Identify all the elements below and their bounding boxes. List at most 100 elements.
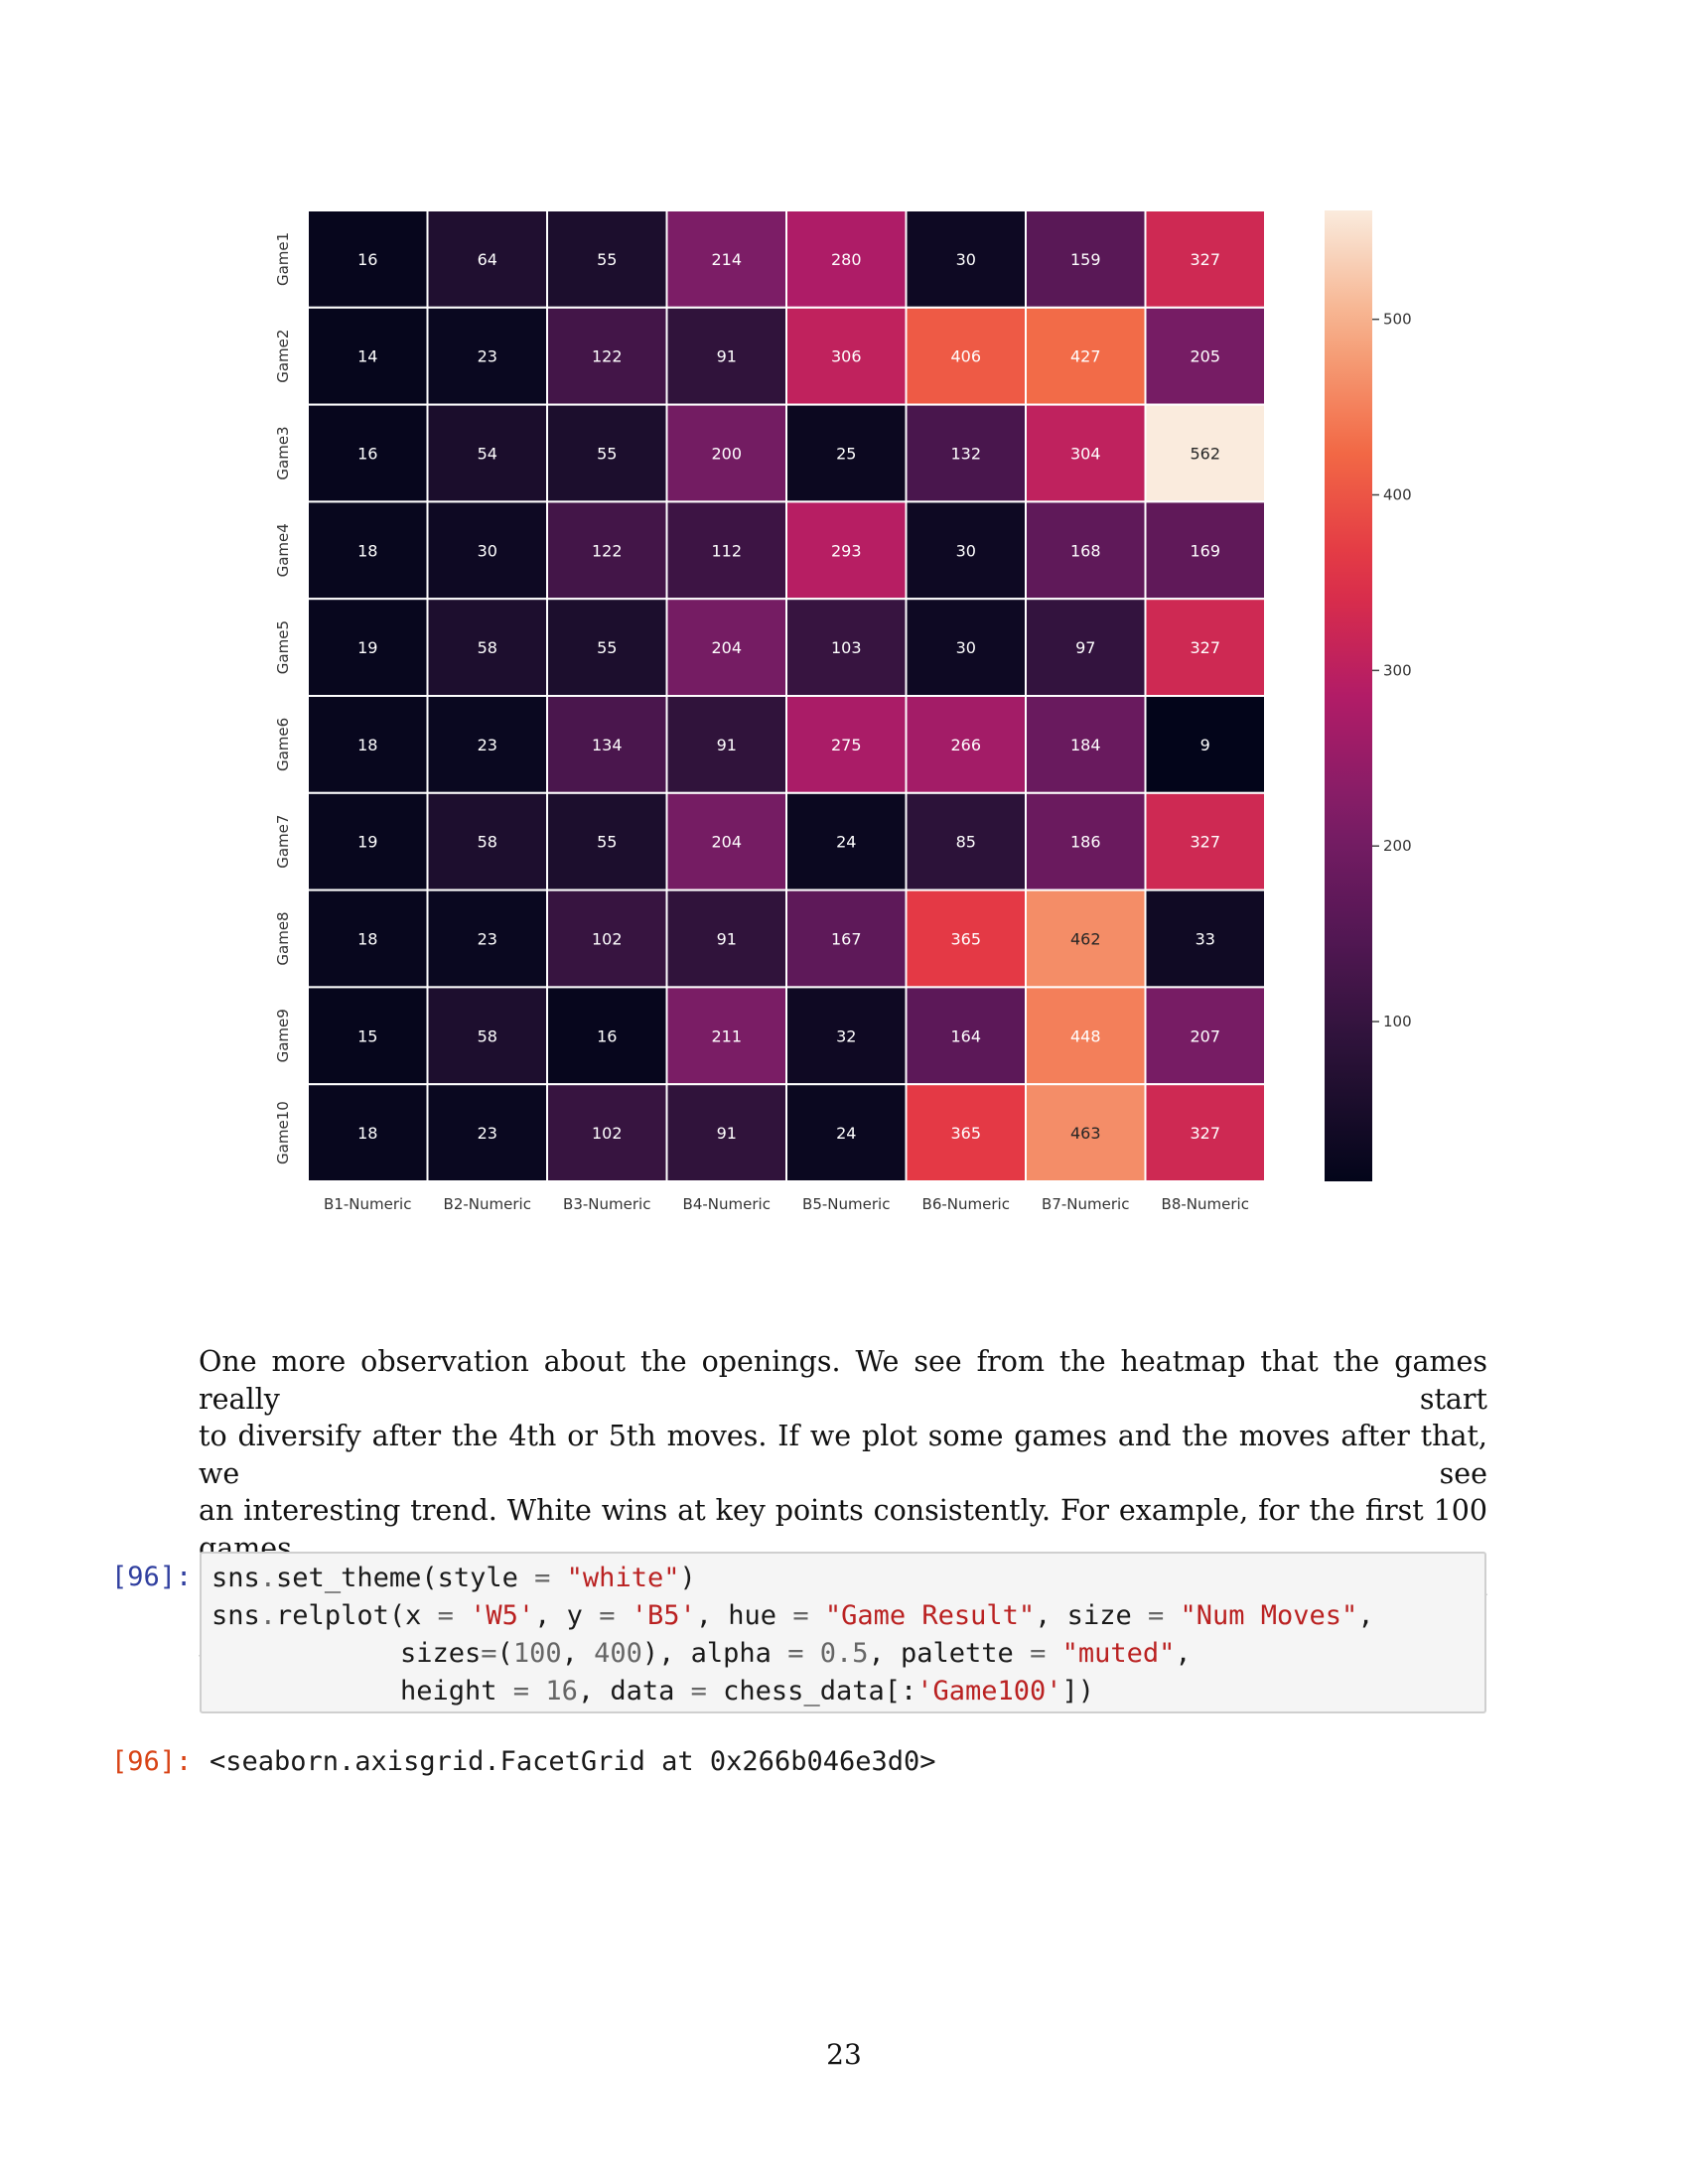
paragraph-line: to diversify after the 4th or 5th moves.… xyxy=(199,1418,1487,1492)
cell-value-label: 448 xyxy=(1070,1026,1101,1045)
cell-value-label: 306 xyxy=(831,347,862,366)
cell-value-label: 55 xyxy=(597,833,617,852)
colorbar-tick-label: 200 xyxy=(1383,837,1412,855)
cell-value-label: 85 xyxy=(956,833,976,852)
cell-value-label: 24 xyxy=(836,1124,856,1143)
cell-value-label: 9 xyxy=(1200,736,1210,754)
cell-value-label: 204 xyxy=(711,638,742,657)
cell-value-label: 275 xyxy=(831,736,862,754)
cell-value-label: 58 xyxy=(478,638,497,657)
column-label: B8-Numeric xyxy=(1162,1195,1249,1213)
row-label: Game9 xyxy=(274,1009,292,1062)
cell-value-label: 122 xyxy=(592,541,623,560)
output-prompt: [96]: xyxy=(111,1743,192,1781)
code-line: height = 16, data = chess_data[:'Game100… xyxy=(400,1673,1094,1710)
cell-value-label: 23 xyxy=(478,930,497,949)
column-labels: B1-Numeric B2-Numeric B3-Numeric B4-Numeric… xyxy=(324,1195,1249,1213)
column-label: B6-Numeric xyxy=(922,1195,1010,1213)
cell-value-label: 122 xyxy=(592,347,623,366)
cell-value-label: 18 xyxy=(357,930,377,949)
cell-value-label: 102 xyxy=(592,1124,623,1143)
row-label: Game4 xyxy=(274,523,292,577)
cell-value-label: 97 xyxy=(1075,638,1095,657)
cell-value-label: 55 xyxy=(597,250,617,269)
cell-value-label: 132 xyxy=(950,445,981,464)
cell-value-label: 55 xyxy=(597,638,617,657)
cell-value-label: 168 xyxy=(1070,541,1101,560)
colorbar-tick-label: 100 xyxy=(1383,1013,1412,1030)
cell-value-label: 32 xyxy=(836,1026,856,1045)
cell-value-label: 200 xyxy=(711,445,742,464)
cell-value-label: 463 xyxy=(1070,1124,1101,1143)
row-label: Game10 xyxy=(274,1101,292,1164)
colorbar-tick-label: 500 xyxy=(1383,311,1412,329)
cell-value-label: 134 xyxy=(592,736,623,754)
column-label: B5-Numeric xyxy=(802,1195,890,1213)
row-label: Game7 xyxy=(274,815,292,869)
row-label: Game5 xyxy=(274,620,292,674)
row-label: Game3 xyxy=(274,426,292,479)
column-label: B3-Numeric xyxy=(563,1195,650,1213)
cell-value-label: 102 xyxy=(592,930,623,949)
cell-value-label: 19 xyxy=(357,833,377,852)
cell-value-label: 91 xyxy=(717,1124,737,1143)
cell-value-label: 103 xyxy=(831,638,862,657)
row-label: Game1 xyxy=(274,232,292,286)
colorbar-tick-label: 300 xyxy=(1383,661,1412,679)
row-label: Game2 xyxy=(274,330,292,383)
cell-value-label: 327 xyxy=(1190,638,1220,657)
cell-value-label: 91 xyxy=(717,930,737,949)
column-label: B4-Numeric xyxy=(683,1195,771,1213)
code-line: sizes=(100, 400), alpha = 0.5, palette =… xyxy=(400,1635,1192,1673)
cell-value-label: 365 xyxy=(950,930,981,949)
cell-value-label: 112 xyxy=(711,541,742,560)
cell-value-label: 18 xyxy=(357,1124,377,1143)
cell-value-label: 16 xyxy=(357,250,377,269)
cell-value-label: 19 xyxy=(357,638,377,657)
cell-value-label: 562 xyxy=(1190,445,1220,464)
cell-value-label: 293 xyxy=(831,541,862,560)
cell-value-label: 186 xyxy=(1070,833,1101,852)
cell-value-label: 55 xyxy=(597,445,617,464)
cell-value-label: 18 xyxy=(357,541,377,560)
heatmap-cells: 16 64 55 214 280 30 159 32714 23 122 91 306 406 427 20… xyxy=(308,210,1265,1181)
code-cell[interactable]: sns.set_theme(style = "white") sns.relpl… xyxy=(200,1552,1486,1713)
output-text: <seaborn.axisgrid.FacetGrid at 0x266b046… xyxy=(210,1743,936,1781)
paragraph-line: One more observation about the openings.… xyxy=(199,1343,1487,1418)
cell-value-label: 91 xyxy=(717,736,737,754)
cell-value-label: 23 xyxy=(478,347,497,366)
cell-value-label: 266 xyxy=(950,736,981,754)
page-number: 23 xyxy=(0,2038,1688,2071)
cell-value-label: 204 xyxy=(711,833,742,852)
cell-value-label: 23 xyxy=(478,1124,497,1143)
column-label: B1-Numeric xyxy=(324,1195,411,1213)
cell-value-label: 30 xyxy=(956,638,976,657)
cell-value-label: 159 xyxy=(1070,250,1101,269)
cell-value-label: 184 xyxy=(1070,736,1101,754)
row-label: Game6 xyxy=(274,718,292,771)
cell-value-label: 207 xyxy=(1190,1026,1220,1045)
cell-value-label: 64 xyxy=(478,250,497,269)
cell-value-label: 169 xyxy=(1190,541,1220,560)
colorbar-tick-label: 400 xyxy=(1383,486,1412,504)
cell-value-label: 14 xyxy=(357,347,377,366)
column-label: B2-Numeric xyxy=(444,1195,531,1213)
row-labels: Game1Game2Game3Game4Game5Game6Game7Game8… xyxy=(274,232,292,1164)
cell-value-label: 365 xyxy=(950,1124,981,1143)
cell-value-label: 214 xyxy=(711,250,742,269)
cell-value-label: 58 xyxy=(478,833,497,852)
cell-value-label: 30 xyxy=(956,250,976,269)
cell-value-label: 16 xyxy=(357,445,377,464)
column-label: B7-Numeric xyxy=(1042,1195,1129,1213)
cell-value-label: 58 xyxy=(478,1026,497,1045)
cell-value-label: 23 xyxy=(478,736,497,754)
cell-value-label: 327 xyxy=(1190,1124,1220,1143)
cell-value-label: 427 xyxy=(1070,347,1101,366)
cell-value-label: 167 xyxy=(831,930,862,949)
cell-value-label: 30 xyxy=(956,541,976,560)
cell-value-label: 205 xyxy=(1190,347,1220,366)
cell-value-label: 327 xyxy=(1190,250,1220,269)
cell-value-label: 304 xyxy=(1070,445,1101,464)
cell-value-label: 211 xyxy=(711,1026,742,1045)
